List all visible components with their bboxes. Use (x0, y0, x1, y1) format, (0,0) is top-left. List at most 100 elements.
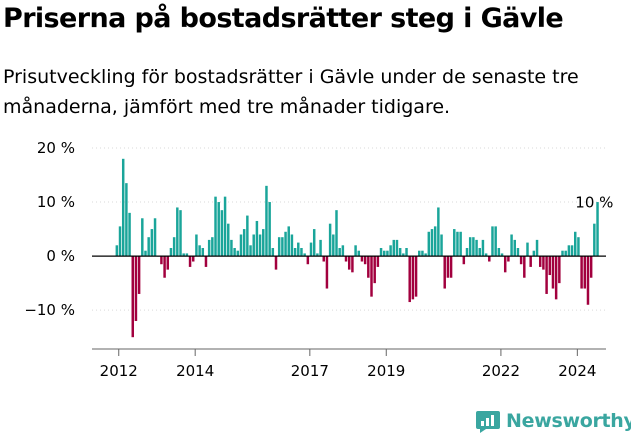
bar (519, 256, 523, 265)
bar (433, 226, 437, 257)
bar (424, 253, 427, 257)
bar (227, 223, 230, 257)
bar (405, 248, 408, 257)
bar (293, 248, 297, 257)
bar (179, 210, 182, 257)
bar (163, 256, 166, 278)
bar (204, 256, 208, 267)
newsworthy-logo-icon (476, 411, 500, 433)
bar (134, 256, 138, 321)
bar (306, 256, 310, 265)
bar (344, 256, 348, 262)
bar (481, 239, 485, 257)
bar (383, 250, 386, 257)
y-axis-tick-labels: 20 % 10 % 0 % −10 % (24, 139, 75, 319)
bar (586, 256, 590, 305)
bar (338, 248, 341, 257)
chart-subtitle: Prisutveckling för bostadsrätter i Gävle… (3, 66, 579, 118)
bar (542, 256, 545, 270)
bar (357, 250, 361, 257)
bar (398, 248, 402, 257)
bar (319, 239, 322, 257)
bar (421, 250, 424, 257)
bar (472, 237, 475, 257)
bar (437, 207, 440, 257)
bar (532, 250, 536, 257)
bar (446, 256, 450, 278)
bar (195, 234, 198, 257)
bar (332, 234, 335, 257)
bar (230, 239, 233, 257)
x-tick-label: 2012 (100, 362, 138, 380)
bar (192, 256, 195, 262)
bar (507, 256, 510, 262)
bar (185, 253, 189, 257)
bar (456, 231, 459, 257)
bar (523, 256, 526, 278)
bar (440, 234, 443, 257)
bar (262, 229, 265, 257)
bar (395, 239, 399, 257)
bar (402, 253, 405, 257)
bar (297, 242, 300, 257)
bar (166, 256, 170, 270)
bar (465, 248, 469, 257)
bar (379, 248, 383, 257)
bar (201, 248, 205, 257)
bar (574, 231, 577, 257)
bar (589, 256, 593, 278)
bar (347, 256, 351, 270)
bar (287, 226, 290, 257)
bar (449, 256, 453, 278)
bar (223, 196, 227, 257)
bar (236, 250, 240, 257)
bar (153, 218, 157, 257)
y-tick-label: 10 % (37, 193, 75, 211)
bar (583, 256, 587, 289)
bar (150, 229, 154, 257)
bar (386, 250, 389, 257)
bar (529, 256, 532, 267)
bar (255, 220, 259, 257)
bar (408, 256, 411, 303)
bar (176, 207, 179, 257)
bar (312, 229, 316, 257)
bar (564, 250, 567, 257)
bar (246, 215, 249, 257)
y-tick-label: 0 % (46, 247, 75, 265)
bar (548, 256, 552, 276)
bar (526, 242, 529, 257)
bar (418, 250, 421, 257)
bar (125, 183, 128, 257)
bar (363, 256, 367, 265)
bar (538, 256, 542, 267)
bar (277, 237, 281, 257)
bar (351, 256, 354, 273)
x-tick-label: 2024 (558, 362, 596, 380)
y-tick-label: −10 % (24, 301, 75, 319)
bar (535, 239, 539, 257)
bar (325, 256, 329, 289)
bar (580, 256, 583, 289)
bar (137, 256, 141, 294)
bar (141, 218, 144, 257)
bar (596, 202, 599, 257)
bar (309, 242, 313, 257)
bar (328, 223, 332, 257)
newsworthy-logo: Newsworthy (475, 408, 631, 434)
bar (169, 248, 173, 257)
bar (147, 237, 150, 257)
bars (115, 158, 599, 338)
bar (510, 234, 513, 257)
bar (488, 256, 491, 262)
bar (217, 202, 220, 257)
bar (115, 245, 119, 257)
bar (577, 237, 580, 257)
bar (360, 256, 364, 262)
bar (274, 256, 278, 270)
x-tick-label: 2014 (176, 362, 214, 380)
bar (300, 248, 303, 257)
bar (551, 256, 555, 289)
bar (281, 237, 284, 257)
bar (252, 234, 255, 257)
